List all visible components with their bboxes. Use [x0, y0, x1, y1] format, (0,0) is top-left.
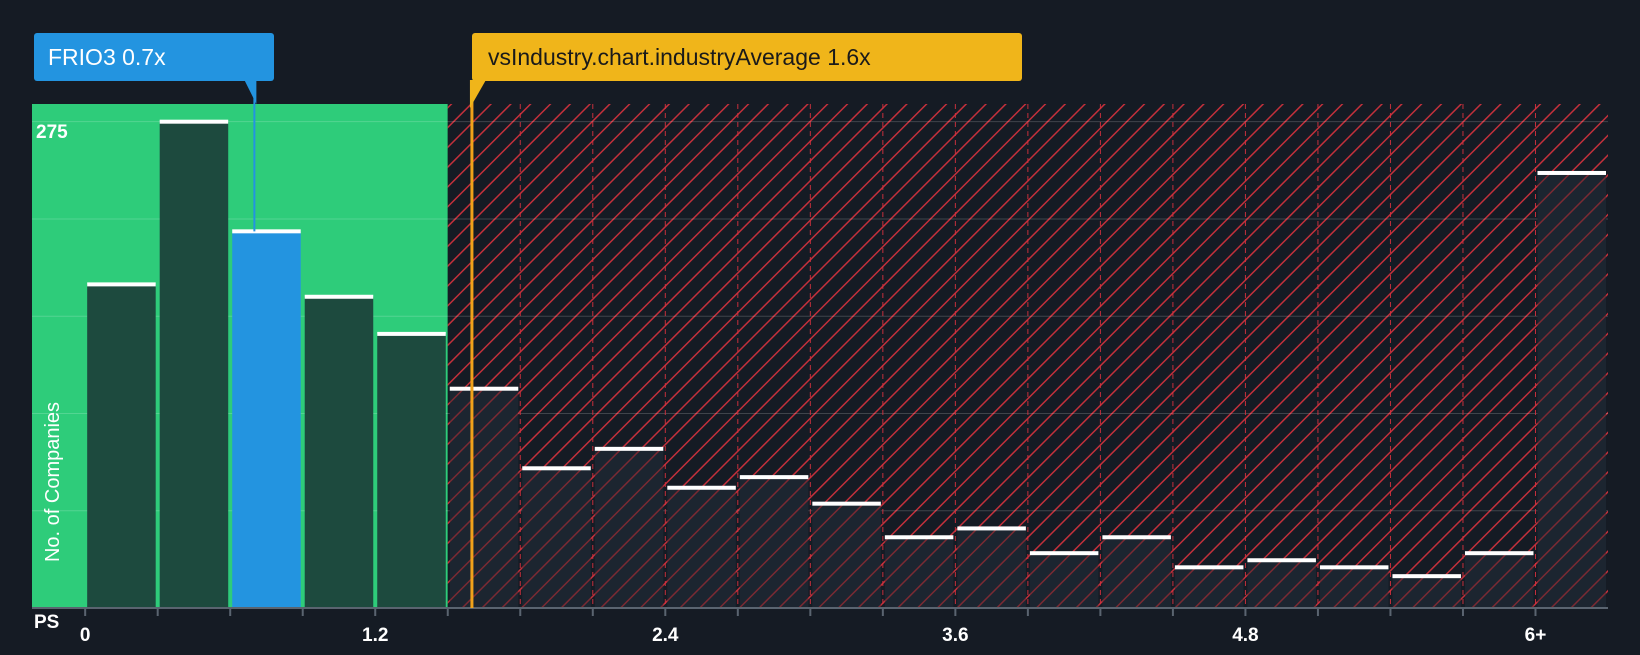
histogram-bar-cap [1102, 535, 1171, 540]
company-label: FRIO3 0.7x [48, 44, 166, 70]
histogram-bar [957, 528, 1026, 608]
x-tick-label: 0 [80, 625, 91, 646]
industry-label-pointer [469, 80, 486, 108]
histogram-bar [159, 121, 229, 609]
histogram-bar [449, 388, 519, 608]
x-tick-label: 2.4 [652, 625, 679, 646]
histogram-bar-cap [232, 229, 301, 234]
histogram-bar [1102, 537, 1171, 608]
histogram-bar [667, 487, 736, 608]
company-label-box [34, 33, 274, 81]
histogram-bar [1537, 172, 1606, 608]
bars [87, 119, 1606, 609]
histogram-bar-cap [304, 294, 374, 299]
histogram-bar [87, 284, 156, 608]
y-tick-label: 275 [36, 122, 68, 143]
histogram-bar-cap [159, 119, 229, 124]
bin-separators [519, 104, 1536, 608]
histogram-bar [522, 468, 591, 608]
histogram-bar [884, 537, 954, 608]
x-ticks: 0 1.2 2.4 3.6 4.8 6+ [80, 608, 1546, 646]
histogram-bar [377, 333, 446, 608]
histogram-bar [1247, 560, 1316, 608]
histogram-bar [1319, 567, 1389, 608]
histogram-bar [812, 503, 881, 608]
histogram-bar-cap [812, 501, 881, 506]
histogram-bar [232, 231, 301, 609]
company-label-pointer [244, 80, 257, 104]
x-tick-label: 4.8 [1232, 625, 1258, 646]
x-tick-label: 1.2 [362, 625, 388, 646]
histogram-bar-cap [1029, 551, 1099, 556]
histogram-bar-cap [449, 386, 519, 391]
x-axis-label: PS [34, 612, 59, 633]
histogram-bar-cap [1319, 565, 1389, 570]
histogram-bar [739, 477, 809, 608]
histogram-bar [1464, 553, 1534, 608]
industry-label-box [472, 33, 1022, 81]
histogram-bar-cap [884, 535, 954, 540]
x-tick-label: 6+ [1525, 625, 1547, 646]
company-marker: FRIO3 0.7x [34, 33, 274, 232]
histogram-bar-cap [1464, 551, 1534, 556]
histogram-bar [1174, 567, 1244, 608]
histogram-bar-cap [1392, 574, 1461, 579]
x-tick-label: 3.6 [942, 625, 968, 646]
histogram-bar [594, 448, 664, 608]
histogram-bar [1392, 576, 1461, 608]
histogram-bar-cap [87, 282, 156, 287]
industry-marker: vsIndustry.chart.industryAverage 1.6x [469, 33, 1022, 608]
histogram-bar [304, 296, 374, 608]
histogram-bar-cap [522, 466, 591, 471]
industry-average-label: vsIndustry.chart.industryAverage 1.6x [488, 44, 871, 70]
histogram-bar-cap [1537, 170, 1606, 175]
histogram-bar-cap [594, 446, 664, 451]
histogram-bar-cap [739, 475, 809, 480]
histogram-bar [1029, 553, 1099, 608]
histogram-bar-cap [667, 485, 736, 490]
histogram-bar-cap [957, 526, 1026, 531]
histogram-bar-cap [377, 331, 446, 336]
y-axis-label: No. of Companies [42, 402, 64, 562]
histogram-bar-cap [1247, 558, 1316, 563]
histogram-bar-cap [1174, 565, 1244, 570]
